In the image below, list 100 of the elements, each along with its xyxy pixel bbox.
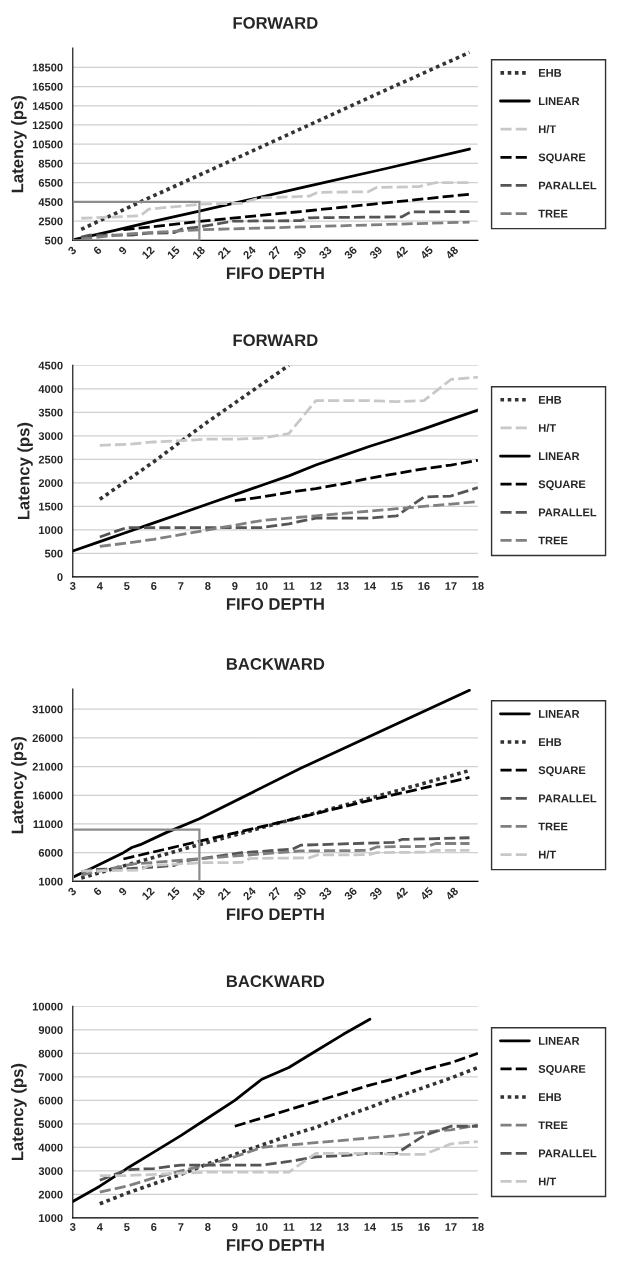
chart-title: FORWARD [233,16,318,29]
x-tick-label: 4 [96,582,103,590]
x-tick-label: 42 [394,245,409,260]
y-tick-label: 31000 [32,705,63,714]
y-tick-label: 10500 [32,140,63,149]
y-tick-label: 6000 [38,848,63,857]
x-tick-label: 12 [310,582,322,590]
x-axis-title: FIFO DEPTH [226,1239,324,1251]
y-tick-label: 6000 [38,1096,63,1105]
line-series [79,50,472,232]
x-tick-label: 10 [256,582,268,590]
x-tick-label: 45 [419,245,434,260]
x-tick-label: 27 [267,245,282,260]
line-series [98,1124,478,1182]
y-tick-label: 21000 [32,762,63,771]
y-tick-label: 14500 [32,102,63,110]
y-tick-label: 1000 [39,526,63,535]
x-tick-label: 6 [92,886,103,897]
legend-label: H/T [538,423,557,433]
legend-label: LINEAR [538,97,580,105]
y-tick-label: 16000 [32,791,63,800]
x-tick-label: 9 [232,582,238,590]
x-tick-label: 15 [166,245,181,260]
legend-label: LINEAR [538,1037,580,1045]
y-tick-label: 500 [44,549,63,558]
x-tick-label: 48 [444,245,459,260]
x-tick-label: 15 [391,582,403,590]
y-tick-label: 26000 [32,734,63,742]
legend-label: TREE [538,822,568,831]
x-tick-label: 9 [118,245,128,256]
x-tick-label: 3 [69,582,76,590]
x-tick-label: 12 [141,245,155,260]
line-series [72,689,471,879]
y-tick-label: 4000 [38,385,63,394]
legend-label: PARALLEL [538,181,597,190]
x-tick-label: 18 [192,886,206,901]
y-tick-label: 3000 [38,432,63,441]
y-tick-label: 1000 [39,1214,63,1223]
x-tick-label: 11 [283,1223,295,1231]
x-tick-label: 21 [217,886,231,901]
x-tick-label: 45 [419,886,434,901]
legend-label: PARALLEL [538,1149,597,1158]
x-tick-label: 3 [69,1223,76,1231]
y-tick-label: 7000 [38,1073,63,1082]
chart-title: BACKWARD [226,657,325,670]
y-tick-label: 2500 [38,455,63,464]
x-tick-label: 36 [343,245,358,260]
x-tick-label: 10 [256,1223,268,1231]
line-series [97,1065,478,1206]
y-tick-label: 4500 [38,361,63,370]
x-tick-label: 14 [364,1223,376,1231]
y-tick-label: 500 [44,236,63,245]
x-tick-label: 30 [293,245,307,260]
y-tick-label: 8000 [38,1049,63,1058]
legend-label: EHB [538,1093,562,1101]
y-tick-label: 1500 [39,502,63,511]
x-tick-label: 15 [391,1223,403,1231]
x-tick-label: 8 [205,582,211,590]
y-tick-label: 6500 [38,178,63,187]
y-tick-label: 11000 [33,820,63,829]
y-tick-label: 2000 [38,479,63,488]
legend-label: TREE [538,209,568,218]
y-tick-label: 9000 [38,1026,63,1035]
x-tick-label: 36 [343,886,358,901]
x-tick-label: 5 [124,582,130,590]
legend-label: SQUARE [538,153,586,164]
x-tick-label: 3 [67,886,77,897]
x-tick-label: 24 [242,886,257,901]
line-series [97,365,291,502]
line-series [98,1123,478,1194]
x-axis-title: FIFO DEPTH [226,908,324,921]
x-tick-label: 48 [444,886,459,901]
y-axis-title: Latency (ps) [11,95,27,193]
legend-label: SQUARE [538,480,586,491]
x-axis-title: FIFO DEPTH [226,598,324,610]
legend-label: TREE [538,536,568,545]
x-tick-label: 11 [283,582,295,590]
x-tick-label: 8 [205,1223,211,1231]
y-axis-title: Latency (ps) [11,1063,27,1161]
y-axis-title: Latency (ps) [17,422,33,520]
legend-label: SQUARE [538,766,586,777]
x-tick-label: 17 [445,582,457,590]
line-series [98,500,478,548]
x-tick-label: 13 [337,1223,349,1231]
legend-label: LINEAR [538,710,580,718]
x-tick-label: 17 [445,1223,457,1231]
x-tick-label: 12 [310,1223,322,1231]
x-tick-label: 18 [472,582,484,590]
x-tick-label: 39 [368,245,383,260]
y-tick-label: 2000 [38,1190,63,1199]
x-tick-label: 18 [192,245,206,260]
x-tick-label: 9 [232,1223,238,1231]
x-tick-label: 24 [242,245,257,260]
x-axis-title: FIFO DEPTH [226,267,324,280]
y-tick-label: 4500 [38,198,63,207]
legend-label: EHB [538,69,562,77]
chart-title: BACKWARD [226,975,325,988]
x-tick-label: 6 [151,582,157,590]
x-tick-label: 16 [418,1223,430,1231]
legend-label: SQUARE [538,1065,586,1075]
